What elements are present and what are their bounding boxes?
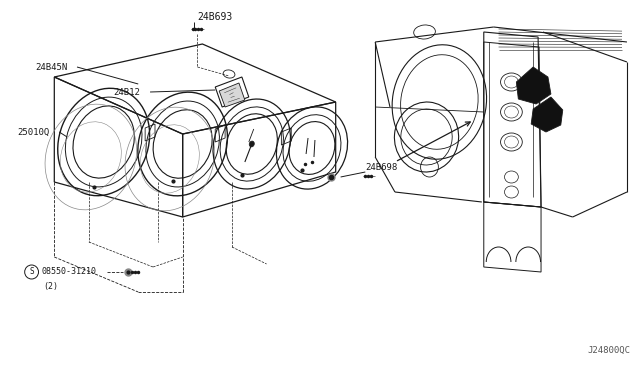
Text: 25010Q: 25010Q xyxy=(18,128,50,137)
Text: 24B693: 24B693 xyxy=(198,12,233,22)
Polygon shape xyxy=(531,97,563,132)
Text: S: S xyxy=(29,267,34,276)
Text: 08550-31210: 08550-31210 xyxy=(42,267,97,276)
Text: (2): (2) xyxy=(44,282,58,292)
Ellipse shape xyxy=(249,141,254,147)
Polygon shape xyxy=(516,67,551,104)
Text: 24B698: 24B698 xyxy=(365,163,397,171)
Polygon shape xyxy=(219,83,245,107)
Text: J24800QC: J24800QC xyxy=(588,346,630,355)
Text: 24B12: 24B12 xyxy=(113,87,140,96)
Text: 24B45N: 24B45N xyxy=(36,62,68,71)
